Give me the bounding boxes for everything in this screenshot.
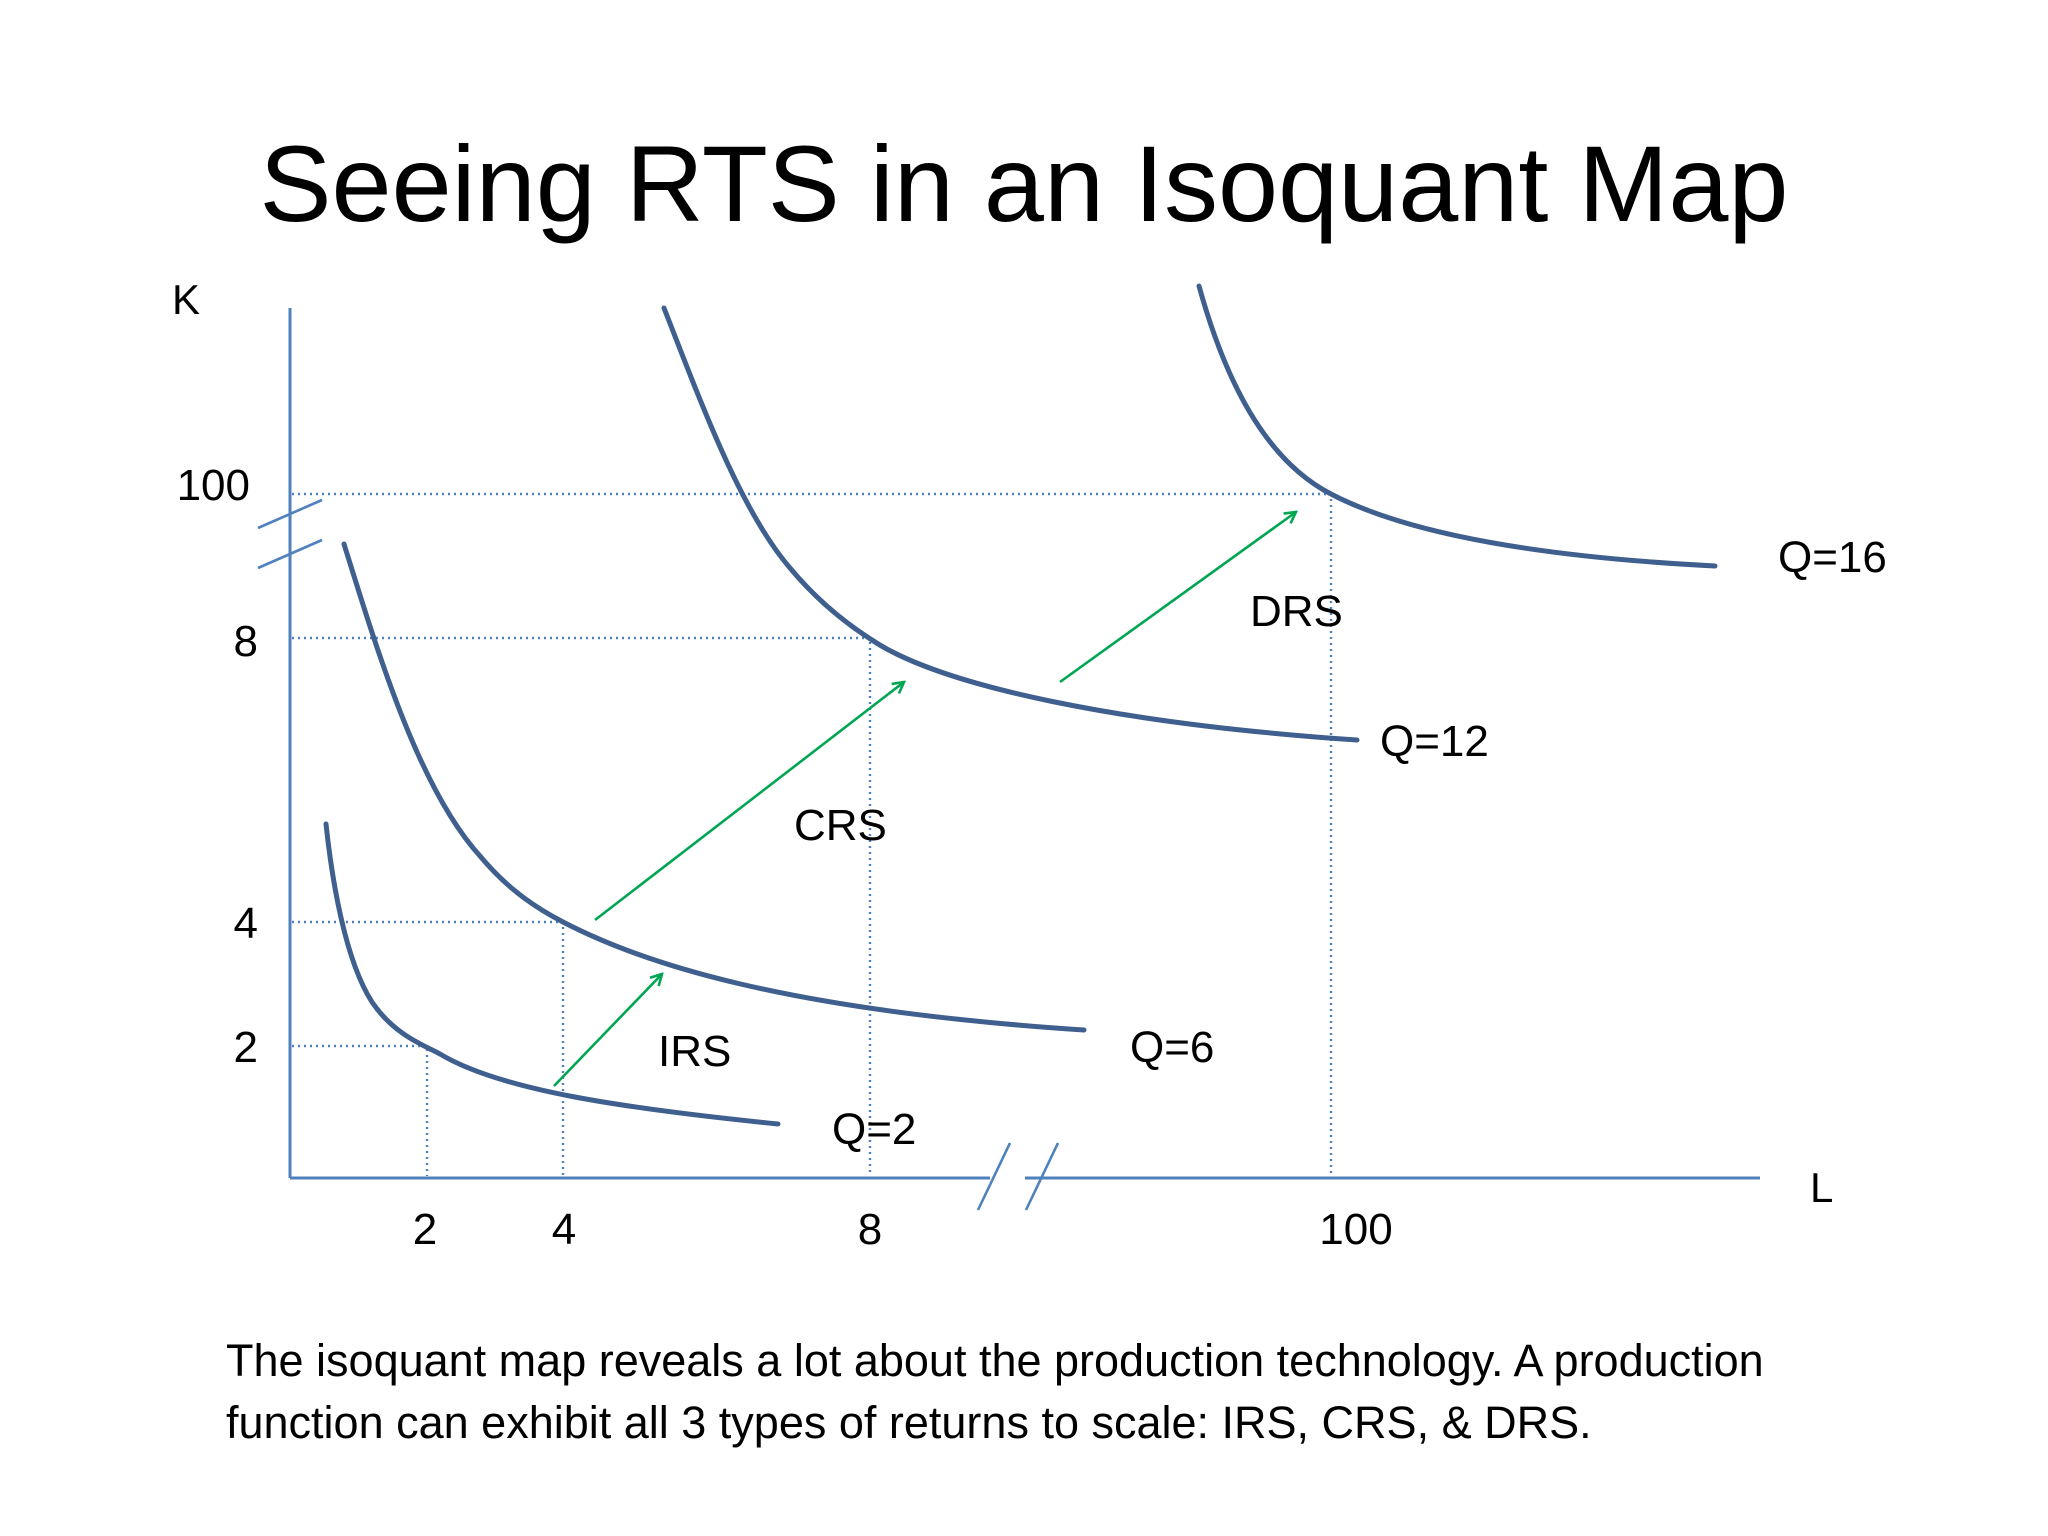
caption-line: The isoquant map reveals a lot about the…: [226, 1335, 1764, 1386]
y-tick-label: 100: [177, 461, 250, 510]
y-axis-break-mark: [257, 538, 323, 570]
y-tick-label: 4: [234, 899, 258, 948]
x-axis-break-mark: [976, 1142, 1012, 1211]
drs-arrow: [1059, 512, 1296, 684]
x-tick-label: 8: [858, 1205, 882, 1254]
caption: The isoquant map reveals a lot about the…: [226, 1330, 1926, 1454]
drs-label: DRS: [1250, 587, 1343, 636]
irs-label: IRS: [658, 1027, 731, 1076]
crs-arrow: [594, 682, 904, 922]
guide-line-2-2: [292, 1044, 429, 1176]
isoquant-label-q2: Q=2: [832, 1105, 916, 1154]
x-tick-label: 100: [1319, 1205, 1392, 1254]
x-axis-break-mark: [1024, 1142, 1060, 1211]
y-tick-label: 2: [234, 1023, 258, 1072]
crs-label: CRS: [794, 801, 887, 850]
guide-line-8-8: [292, 636, 872, 1176]
y-tick-label: 8: [234, 617, 258, 666]
irs-arrow: [553, 974, 662, 1087]
x-axis-label: L: [1810, 1164, 1833, 1211]
isoquant-curve-q6: [341, 541, 1087, 1033]
isoquant-label-q6: Q=6: [1130, 1023, 1214, 1072]
isoquant-label-q12: Q=12: [1380, 717, 1489, 766]
x-tick-label: 2: [413, 1205, 437, 1254]
axes: [257, 308, 1760, 1211]
isoquant-curve-q16: [1196, 283, 1718, 569]
caption-line: function can exhibit all 3 types of retu…: [226, 1397, 1592, 1448]
y-axis-break-mark: [257, 498, 323, 530]
isoquant-label-q16: Q=16: [1778, 533, 1887, 582]
slide-title: Seeing RTS in an Isoquant Map: [259, 123, 1789, 244]
isoquant-curve-q2: [323, 821, 781, 1127]
isoquant-curves: [323, 283, 1718, 1127]
y-axis-label: K: [172, 276, 200, 323]
isoquant-curve-q12: [661, 305, 1360, 743]
rts-arrows: [553, 512, 1296, 1087]
x-tick-label: 4: [552, 1205, 576, 1254]
